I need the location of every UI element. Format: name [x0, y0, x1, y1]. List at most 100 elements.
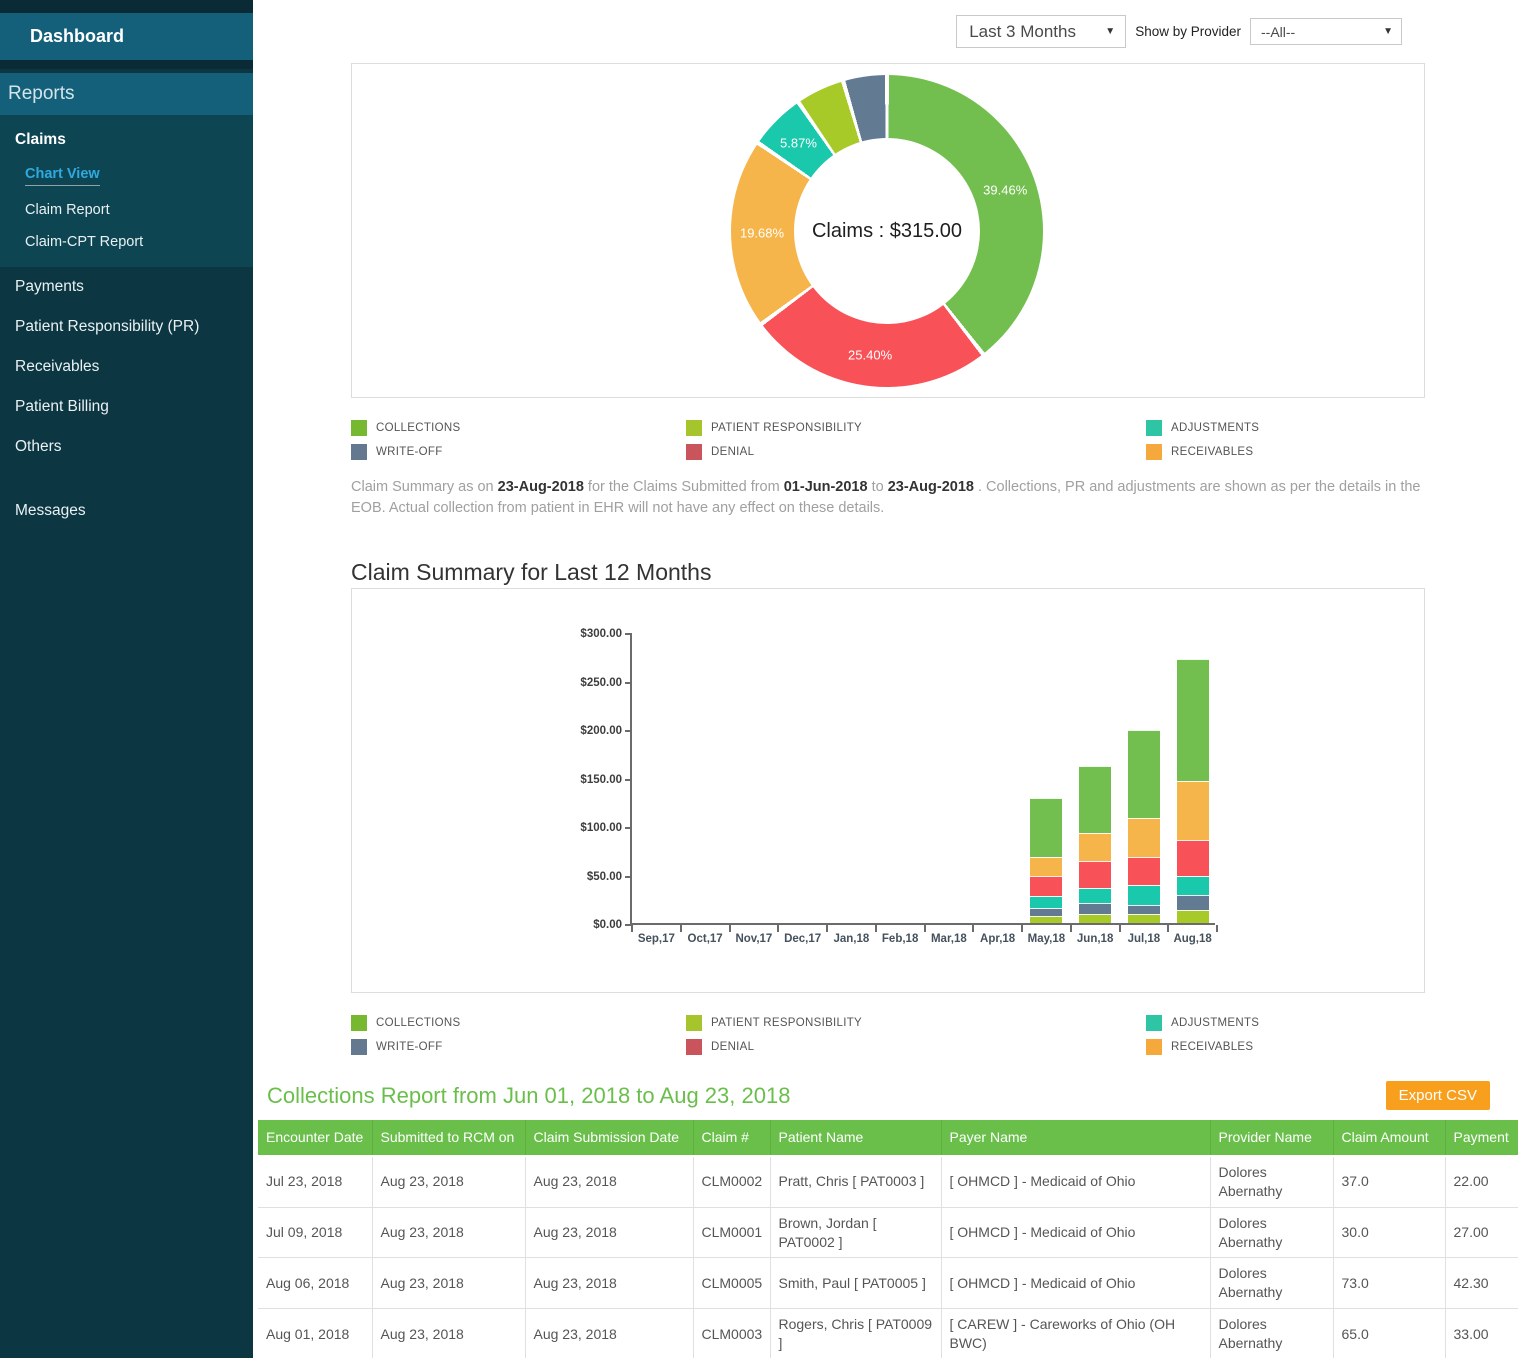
legend-swatch	[686, 1039, 702, 1055]
bar-segment-receivables	[1177, 781, 1209, 840]
table-row: Aug 01, 2018Aug 23, 2018Aug 23, 2018CLM0…	[258, 1309, 1518, 1358]
x-axis-tick	[729, 925, 731, 932]
legend-swatch	[1146, 420, 1162, 436]
table-cell: Dolores Abernathy	[1210, 1309, 1333, 1358]
period-select[interactable]: Last 3 Months ▼	[956, 15, 1126, 48]
sidebar-item-patient-responsibility-pr[interactable]: Patient Responsibility (PR)	[0, 307, 253, 347]
bar-jun-18[interactable]	[1079, 766, 1111, 923]
bar-aug-18[interactable]	[1177, 659, 1209, 923]
sidebar-item-claims[interactable]: Claims	[0, 115, 253, 158]
x-axis-label: Nov,17	[735, 933, 772, 945]
x-axis-label: Oct,17	[688, 933, 723, 945]
legend-item-adjustments[interactable]: ADJUSTMENTS	[1146, 420, 1425, 436]
bar-segment-receivables	[1128, 818, 1160, 857]
y-axis-label: $50.00	[587, 871, 622, 883]
column-header-provider-name: Provider Name	[1210, 1120, 1333, 1156]
sidebar-item-reports[interactable]: Reports	[0, 73, 253, 115]
bar-segment-collections	[1030, 798, 1062, 856]
bar-segment-adjustments	[1128, 885, 1160, 904]
table-cell: [ OHMCD ] - Medicaid of Ohio	[941, 1258, 1210, 1309]
sidebar-item-dashboard[interactable]: Dashboard	[0, 13, 253, 60]
table-cell: Pratt, Chris [ PAT0003 ]	[770, 1156, 941, 1207]
legend-item-write-off[interactable]: WRITE-OFF	[351, 444, 686, 460]
x-axis-tick	[1070, 925, 1072, 932]
legend-item-adjustments[interactable]: ADJUSTMENTS	[1146, 1015, 1425, 1031]
legend-item-denial[interactable]: DENIAL	[686, 1039, 1146, 1055]
claims-donut-chart[interactable]: Claims : $315.00 39.46%25.40%19.68%5.87%	[731, 75, 1043, 387]
sidebar-item-claim-cpt-report[interactable]: Claim-CPT Report	[0, 226, 253, 258]
sidebar-item-label: Chart View	[25, 166, 100, 186]
legend-swatch	[351, 444, 367, 460]
legend-label: WRITE-OFF	[376, 446, 443, 458]
legend-swatch	[1146, 1039, 1162, 1055]
legend-item-receivables[interactable]: RECEIVABLES	[1146, 444, 1425, 460]
sidebar-item-label: Claims	[15, 131, 66, 148]
sidebar-item-messages[interactable]: Messages	[0, 491, 253, 531]
table-cell: Jul 23, 2018	[258, 1156, 372, 1207]
table-cell: Aug 06, 2018	[258, 1258, 372, 1309]
x-axis-tick	[1167, 925, 1169, 932]
donut-center-label: Claims : $315.00	[812, 220, 962, 243]
legend-item-denial[interactable]: DENIAL	[686, 444, 1146, 460]
y-axis-label: $200.00	[580, 725, 622, 737]
table-cell: Aug 23, 2018	[372, 1258, 525, 1309]
x-axis-label: Jan,18	[833, 933, 869, 945]
legend-label: COLLECTIONS	[376, 422, 460, 434]
legend-swatch	[351, 420, 367, 436]
chevron-down-icon: ▼	[1105, 26, 1115, 37]
y-axis-label: $100.00	[580, 822, 622, 834]
bar-segment-write-off	[1177, 895, 1209, 910]
bar-chart-card: $0.00$50.00$100.00$150.00$200.00$250.00$…	[351, 588, 1425, 993]
y-axis-label: $250.00	[580, 677, 622, 689]
export-csv-button[interactable]: Export CSV	[1386, 1081, 1490, 1110]
sidebar-item-chart-view[interactable]: Chart View	[0, 158, 253, 194]
sidebar-item-patient-billing[interactable]: Patient Billing	[0, 387, 253, 427]
x-axis-label: May,18	[1028, 933, 1066, 945]
legend-label: DENIAL	[711, 1041, 754, 1053]
sidebar-item-receivables[interactable]: Receivables	[0, 347, 253, 387]
legend-item-patient-responsibility[interactable]: PATIENT RESPONSIBILITY	[686, 1015, 1146, 1031]
table-row: Jul 23, 2018Aug 23, 2018Aug 23, 2018CLM0…	[258, 1156, 1518, 1207]
sidebar-claims-panel: Claims Chart View Claim ReportClaim-CPT Re…	[0, 115, 253, 267]
legend-item-receivables[interactable]: RECEIVABLES	[1146, 1039, 1425, 1055]
bar-segment-receivables	[1079, 833, 1111, 861]
table-cell: 37.0	[1333, 1156, 1445, 1207]
sidebar-item-claim-report[interactable]: Claim Report	[0, 194, 253, 226]
y-axis-tick	[625, 779, 632, 781]
sidebar-item-label: Receivables	[15, 358, 99, 375]
sidebar-item-payments[interactable]: Payments	[0, 267, 253, 307]
sidebar-top-strip	[0, 0, 253, 13]
bar-segment-collections	[1177, 659, 1209, 781]
provider-select[interactable]: --All-- ▼	[1250, 18, 1402, 45]
bar-segment-patient-responsibility	[1128, 914, 1160, 923]
table-header-row: Encounter DateSubmitted to RCM onClaim S…	[258, 1120, 1518, 1156]
column-header-payment: Payment	[1445, 1120, 1518, 1156]
table-cell: 65.0	[1333, 1309, 1445, 1358]
legend-item-collections[interactable]: COLLECTIONS	[351, 1015, 686, 1031]
legend-item-write-off[interactable]: WRITE-OFF	[351, 1039, 686, 1055]
bar-may-18[interactable]	[1030, 798, 1062, 923]
x-axis-tick	[826, 925, 828, 932]
x-axis-label: Jul,18	[1128, 933, 1161, 945]
y-axis-tick	[625, 633, 632, 635]
table-cell: 73.0	[1333, 1258, 1445, 1309]
chevron-down-icon: ▼	[1383, 26, 1393, 37]
table-cell: [ OHMCD ] - Medicaid of Ohio	[941, 1207, 1210, 1258]
table-cell: Aug 23, 2018	[372, 1156, 525, 1207]
table-cell: Dolores Abernathy	[1210, 1156, 1333, 1207]
collections-report-title: Collections Report from Jun 01, 2018 to …	[267, 1083, 790, 1109]
table-cell: Aug 01, 2018	[258, 1309, 372, 1358]
table-cell: CLM0001	[693, 1207, 770, 1258]
bar-jul-18[interactable]	[1128, 730, 1160, 923]
sidebar-item-label: Others	[15, 438, 62, 455]
table-cell: 42.30	[1445, 1258, 1518, 1309]
legend-item-collections[interactable]: COLLECTIONS	[351, 420, 686, 436]
stacked-bar-chart[interactable]: $0.00$50.00$100.00$150.00$200.00$250.00$…	[630, 634, 1215, 925]
column-header-payer-name: Payer Name	[941, 1120, 1210, 1156]
sidebar-item-others[interactable]: Others	[0, 427, 253, 467]
table-cell: Smith, Paul [ PAT0005 ]	[770, 1258, 941, 1309]
bar-segment-collections	[1128, 730, 1160, 818]
legend-item-patient-responsibility[interactable]: PATIENT RESPONSIBILITY	[686, 420, 1146, 436]
bar-chart-legend: COLLECTIONSPATIENT RESPONSIBILITYADJUSTM…	[351, 1015, 1425, 1055]
legend-swatch	[351, 1015, 367, 1031]
